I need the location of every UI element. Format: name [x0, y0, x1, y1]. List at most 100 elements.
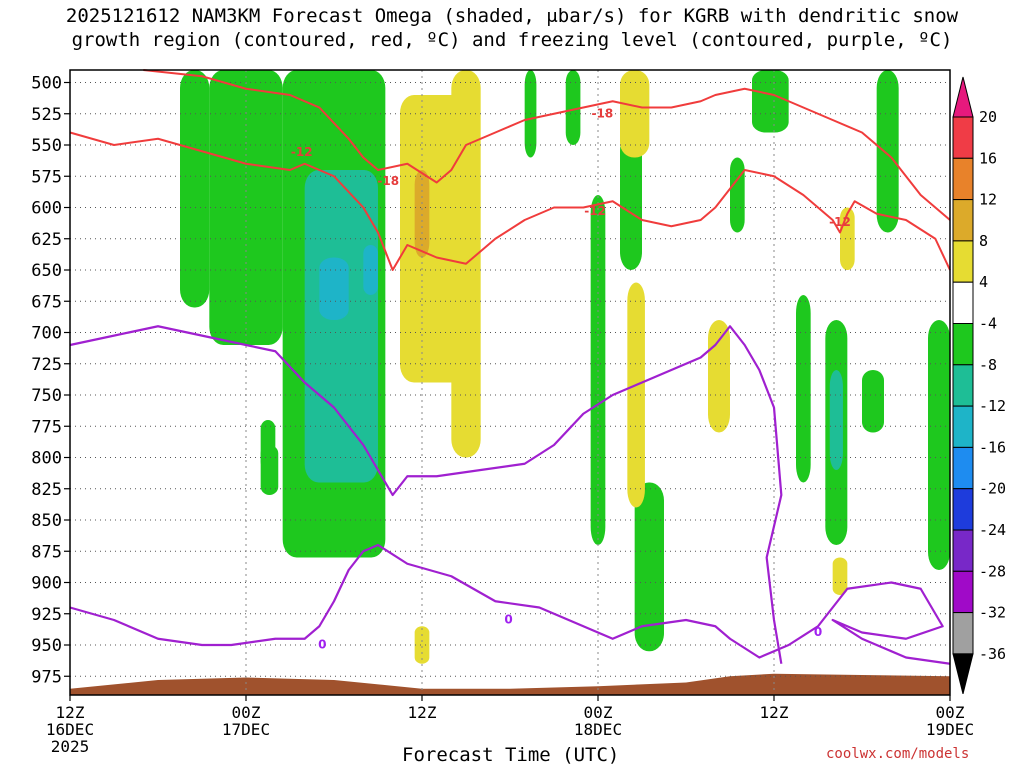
- x-tick-label: 00Z: [584, 703, 613, 722]
- x-tick-label: 12Z: [56, 703, 85, 722]
- y-tick-label: 625: [31, 230, 62, 250]
- colorbar-segment: [952, 446, 974, 490]
- colorbar-label: 20: [979, 108, 997, 126]
- credit-text: coolwx.com/models: [826, 746, 970, 762]
- plot-frame: [69, 69, 951, 696]
- y-tick-label: 850: [31, 511, 62, 531]
- terrain-ground: [70, 673, 950, 695]
- colorbar-label: -8: [979, 356, 997, 374]
- omega-shaded-region: [829, 370, 843, 470]
- y-tick-label: 650: [31, 261, 62, 281]
- grid-layer: [70, 70, 950, 695]
- omega-shaded-region: [752, 70, 789, 133]
- omega-shaded-region: [414, 626, 430, 664]
- dgz-contour-minus18: [143, 69, 951, 221]
- omega-shaded-region: [620, 132, 642, 270]
- y-tick-label: 800: [31, 449, 62, 469]
- chart-title: 2025121612 NAM3KM Forecast Omega (shaded…: [0, 4, 1024, 52]
- omega-shaded-region: [862, 370, 884, 433]
- omega-shaded-region: [304, 170, 378, 483]
- title-line-1: 2025121612 NAM3KM Forecast Omega (shaded…: [65, 5, 959, 27]
- colorbar-segment: [952, 612, 974, 655]
- title-line-2: growth region (contoured, red, ºC) and f…: [71, 29, 953, 51]
- y-tick-label: 700: [31, 324, 62, 344]
- y-tick-label: 925: [31, 605, 62, 625]
- omega-shaded-region: [627, 282, 645, 508]
- contour-labels: -12 -18 -18 -12 -12 0 0 0: [291, 106, 851, 651]
- y-tick-label: 775: [31, 417, 62, 437]
- omega-shaded-region: [708, 320, 730, 433]
- contour-label: 0: [504, 613, 512, 627]
- freezing-level-contour-upper: [69, 325, 783, 664]
- omega-shaded-region: [876, 70, 899, 233]
- y-axis: 500 525 550 575 600 625 650 675 700 725 750 775 800 8…: [31, 74, 70, 687]
- y-tick-label: 825: [31, 480, 62, 500]
- colorbar-label: -16: [979, 438, 1006, 456]
- colorbar-segment: [952, 364, 974, 407]
- contour-label: 0: [814, 625, 822, 639]
- freezing-level-contour-lower: [69, 543, 951, 665]
- y-tick-label: 575: [31, 167, 62, 187]
- omega-shaded-region: [796, 295, 811, 483]
- y-tick-label: 750: [31, 386, 62, 406]
- x-axis-label: Forecast Time (UTC): [402, 744, 619, 766]
- dgz-contour-minus12: [69, 131, 951, 271]
- omega-shaded-region: [634, 482, 664, 652]
- contour-label: 0: [318, 638, 326, 652]
- omega-shaded-region: [928, 320, 950, 570]
- colorbar-segment: [952, 529, 974, 572]
- contour-layer: [69, 69, 951, 665]
- colorbar-segment: [952, 281, 974, 325]
- colorbar-label: 4: [979, 273, 988, 291]
- colorbar-segment: [952, 323, 974, 366]
- contour-label: -12: [291, 145, 313, 159]
- omega-shaded-region: [319, 257, 349, 320]
- y-tick-label: 975: [31, 667, 62, 687]
- y-tick-label: 675: [31, 292, 62, 312]
- y-tick-label: 950: [31, 636, 62, 656]
- omega-shaded-region: [832, 557, 848, 595]
- colorbar-segment: [952, 570, 974, 614]
- colorbar-label: -28: [979, 562, 1006, 580]
- x-tick-label: 12Z: [760, 703, 789, 722]
- colorbar-segment: [952, 199, 974, 242]
- omega-shaded-region: [565, 70, 581, 145]
- colorbar-segment: [952, 116, 974, 159]
- colorbar-segment: [952, 405, 974, 448]
- contour-label: -12: [829, 215, 851, 229]
- omega-shaded-region: [260, 445, 279, 495]
- contour-label: -18: [377, 174, 399, 188]
- y-tick-label: 875: [31, 542, 62, 562]
- colorbar-segment: [952, 488, 974, 531]
- omega-shaded-region: [180, 70, 210, 308]
- colorbar-label: -36: [979, 645, 1006, 663]
- colorbar-label: -12: [979, 397, 1006, 415]
- omega-shading-layer: [180, 70, 950, 664]
- colorbar-segment: [952, 240, 974, 283]
- contour-label: -18: [592, 106, 614, 120]
- y-tick-label: 725: [31, 355, 62, 375]
- colorbar-top-arrow: [952, 76, 974, 118]
- colorbar-bottom-arrow: [952, 653, 974, 695]
- omega-shaded-region: [414, 170, 430, 258]
- x-tick-label: 19DEC: [926, 720, 974, 739]
- colorbar-label: -4: [979, 315, 997, 333]
- y-tick-label: 525: [31, 105, 62, 125]
- x-tick-label: 12Z: [408, 703, 437, 722]
- colorbar-legend: 20 16 12 8 4 -4 -8 -12 -16 -20 -24 -28 -32 -36: [952, 76, 1006, 695]
- x-tick-label: 00Z: [232, 703, 261, 722]
- colorbar-label: -20: [979, 480, 1006, 498]
- y-tick-label: 600: [31, 199, 62, 219]
- colorbar-segment: [952, 157, 974, 201]
- colorbar-label: 8: [979, 232, 988, 250]
- omega-shaded-region: [730, 157, 745, 233]
- x-tick-label: 18DEC: [574, 720, 622, 739]
- x-tick-label: 17DEC: [222, 720, 270, 739]
- omega-shaded-region: [209, 70, 283, 345]
- x-tick-label: 2025: [51, 737, 90, 756]
- omega-shaded-region: [620, 70, 650, 158]
- x-tick-label: 16DEC: [46, 720, 94, 739]
- colorbar-label: 16: [979, 149, 997, 167]
- y-tick-label: 900: [31, 574, 62, 594]
